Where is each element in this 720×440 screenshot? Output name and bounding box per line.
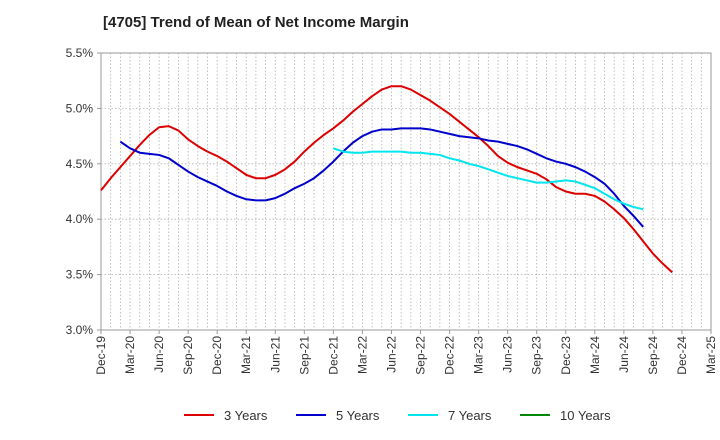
chart-title: [4705] Trend of Mean of Net Income Margi…: [103, 14, 409, 31]
y-tick-label: 3.0%: [66, 323, 94, 337]
y-tick-label: 5.5%: [66, 46, 94, 60]
x-tick-label: Jun-21: [268, 336, 282, 373]
y-tick-label: 3.5%: [66, 268, 94, 282]
x-tick-label: Dec-22: [443, 336, 457, 375]
y-tick-label: 4.5%: [66, 157, 94, 171]
x-tick-label: Jun-22: [384, 336, 398, 373]
legend-label: 7 Years: [448, 408, 492, 423]
plot-area: [100, 52, 712, 331]
x-tick-label: Jun-20: [152, 336, 166, 373]
series-line-7-years: [333, 147, 644, 211]
x-tick-label: Jun-24: [617, 336, 631, 373]
y-tick-label: 5.0%: [66, 101, 94, 115]
legend-label: 10 Years: [560, 408, 611, 423]
series-line-3-years: [100, 85, 673, 274]
x-tick-label: Dec-21: [326, 336, 340, 375]
x-tick-label: Mar-22: [355, 336, 369, 374]
x-tick-label: Mar-21: [239, 336, 253, 374]
x-tick-label: Mar-20: [123, 336, 137, 374]
x-tick-label: Dec-19: [94, 336, 108, 375]
legend-label: 5 Years: [336, 408, 380, 423]
x-tick-label: Dec-20: [210, 336, 224, 375]
x-tick-label: Mar-23: [472, 336, 486, 374]
legend-label: 3 Years: [224, 408, 268, 423]
grid: [101, 53, 711, 330]
x-tick-label: Dec-23: [559, 336, 573, 375]
x-tick-label: Sep-22: [414, 336, 428, 375]
x-tick-label: Mar-24: [588, 336, 602, 374]
x-tick-label: Sep-23: [530, 336, 544, 375]
legend: 3 Years 5 Years 7 Years 10 Years: [184, 408, 611, 423]
series-lines: [100, 85, 673, 274]
x-tick-label: Sep-24: [646, 336, 660, 375]
x-tick-label: Jun-23: [501, 336, 515, 373]
axes: 3.0% 3.5% 4.0% 4.5% 5.0% 5.5% Dec-19 Mar-20 Jun-…: [66, 46, 718, 375]
y-tick-label: 4.0%: [66, 212, 94, 226]
x-tick-label: Mar-25: [704, 336, 718, 374]
x-tick-label: Sep-21: [297, 336, 311, 375]
series-line-5-years: [119, 127, 644, 228]
x-tick-label: Dec-24: [675, 336, 689, 375]
x-tick-label: Sep-20: [181, 336, 195, 375]
